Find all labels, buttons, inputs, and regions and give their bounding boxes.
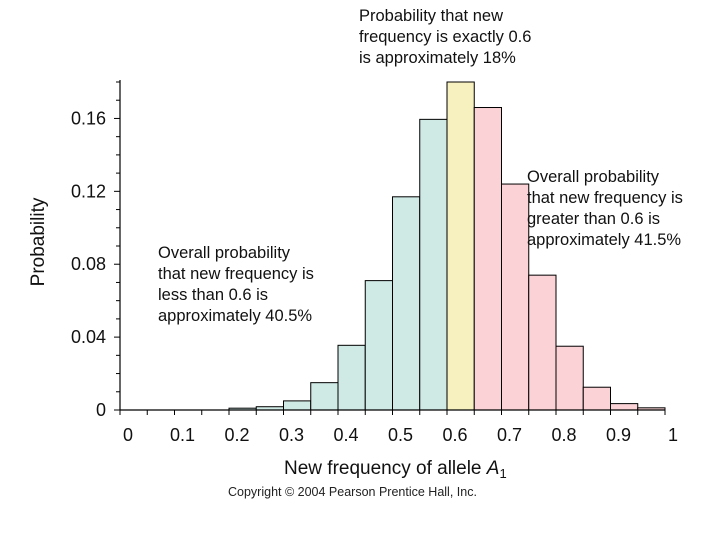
bar-less-4 bbox=[337, 344, 366, 411]
bar-less-5 bbox=[364, 280, 393, 411]
copyright-notice: Copyright © 2004 Pearson Prentice Hall, … bbox=[228, 485, 477, 499]
annotation-less: Overall probability that new frequency i… bbox=[158, 244, 314, 325]
bar-greater-14 bbox=[610, 403, 639, 411]
x-tick-label: 0.4 bbox=[333, 425, 358, 445]
x-tick-label: 0.7 bbox=[497, 425, 522, 445]
x-axis-label: New frequency of allele A1 bbox=[284, 458, 507, 481]
bar-greater-13 bbox=[582, 386, 611, 411]
x-axis-label-variable: A bbox=[486, 458, 500, 479]
y-tick-label: 0.08 bbox=[71, 254, 106, 274]
y-tick-label: 0.12 bbox=[71, 181, 106, 201]
bar-less-3 bbox=[310, 382, 339, 411]
x-axis-label-subscript: 1 bbox=[499, 466, 507, 481]
bars-group bbox=[228, 81, 666, 411]
bar-greater-12 bbox=[555, 345, 584, 411]
x-tick-label: 0.5 bbox=[388, 425, 413, 445]
annotation-greater: Overall probability that new frequency i… bbox=[527, 168, 683, 249]
bar-less-7 bbox=[419, 118, 448, 411]
bar-greater-9 bbox=[473, 107, 502, 411]
x-tick-label: 0.8 bbox=[551, 425, 576, 445]
x-tick-label: 0.1 bbox=[170, 425, 195, 445]
x-tick-label: 0 bbox=[123, 425, 133, 445]
bar-exact-8 bbox=[446, 81, 475, 411]
x-tick-label: 0.3 bbox=[279, 425, 304, 445]
bar-greater-11 bbox=[528, 274, 557, 411]
y-axis-label: Probability bbox=[28, 197, 49, 286]
x-tick-label: 0.9 bbox=[606, 425, 631, 445]
x-tick-label: 0.2 bbox=[224, 425, 249, 445]
x-tick-label: 0.6 bbox=[442, 425, 467, 445]
y-tick-label: 0.04 bbox=[71, 327, 106, 347]
annotation-exact: Probability that new frequency is exactl… bbox=[359, 7, 532, 67]
bar-greater-10 bbox=[501, 183, 530, 411]
y-tick-label: 0.16 bbox=[71, 108, 106, 128]
y-tick-label: 0 bbox=[96, 400, 106, 420]
x-tick-label: 1 bbox=[668, 425, 678, 445]
bar-less-2 bbox=[283, 400, 312, 411]
x-axis-label-text: New frequency of allele bbox=[284, 458, 482, 479]
bar-less-6 bbox=[392, 196, 421, 411]
ticks-group: 0 0.04 0.08 0.12 0.16 0 0.1 0.2 0.3 0.4 0.5 0.6 0.7 0… bbox=[71, 81, 678, 445]
